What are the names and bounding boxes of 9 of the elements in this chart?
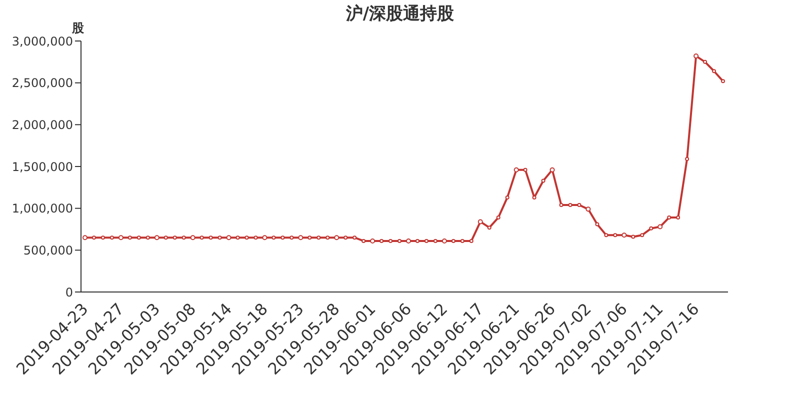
chart-title: 沪/深股通持股 [346, 4, 454, 24]
y-tick-label: 2,000,000 [12, 118, 73, 132]
y-tick-label: 3,000,000 [12, 34, 73, 48]
y-tick-label: 2,500,000 [12, 76, 73, 90]
y-tick-label: 0 [65, 285, 73, 300]
y-tick-label: 500,000 [23, 243, 73, 258]
y-tick-label: 1,000,000 [12, 202, 73, 216]
y-tick-label: 1,500,000 [12, 160, 73, 174]
y-axis-title: 股 [72, 20, 84, 36]
